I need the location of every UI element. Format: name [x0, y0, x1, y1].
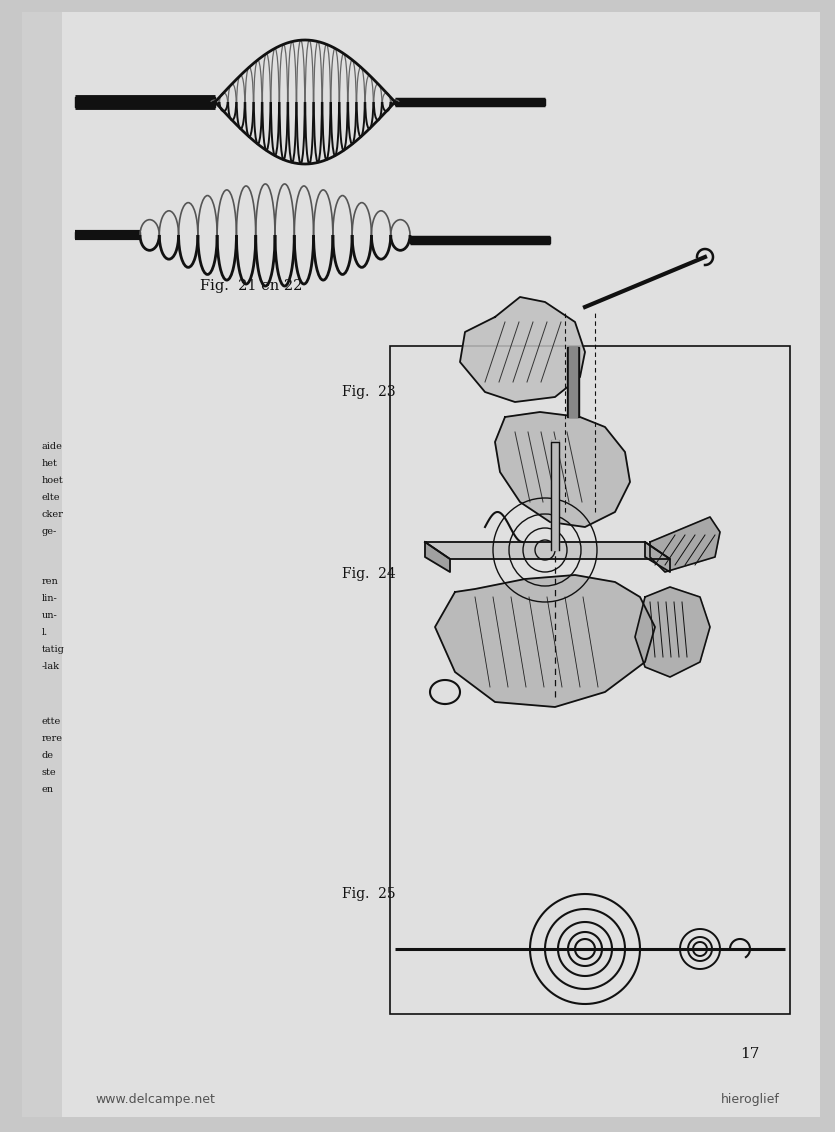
- Polygon shape: [435, 575, 655, 708]
- Text: lin-: lin-: [42, 594, 58, 603]
- Text: de: de: [42, 751, 54, 760]
- Text: Fig.  21 en 22: Fig. 21 en 22: [200, 278, 302, 293]
- Polygon shape: [645, 542, 670, 572]
- Polygon shape: [425, 542, 670, 559]
- Text: -lak: -lak: [42, 662, 60, 671]
- Text: elte: elte: [42, 494, 60, 501]
- Text: ge-: ge-: [42, 528, 58, 535]
- Text: hieroglief: hieroglief: [721, 1092, 780, 1106]
- Text: Fig.  24: Fig. 24: [342, 567, 396, 581]
- Bar: [551, 440, 559, 550]
- Text: en: en: [42, 784, 54, 794]
- Text: cker: cker: [42, 511, 63, 518]
- Text: Fig.  23: Fig. 23: [342, 385, 396, 398]
- Text: Fig.  25: Fig. 25: [342, 887, 396, 901]
- Text: rere: rere: [42, 734, 63, 743]
- Text: aide: aide: [42, 441, 63, 451]
- Text: www.delcampe.net: www.delcampe.net: [95, 1092, 215, 1106]
- Bar: [567, 348, 579, 417]
- Bar: [569, 348, 577, 417]
- Bar: [390, 346, 790, 1014]
- Bar: [22, 12, 62, 1117]
- Text: het: het: [42, 458, 58, 468]
- Bar: [552, 440, 558, 550]
- Polygon shape: [635, 588, 710, 677]
- Text: ste: ste: [42, 767, 57, 777]
- Text: 17: 17: [741, 1047, 760, 1061]
- Polygon shape: [425, 542, 450, 572]
- Polygon shape: [650, 517, 720, 572]
- Text: l.: l.: [42, 628, 48, 637]
- Polygon shape: [460, 297, 585, 402]
- Text: hoet: hoet: [42, 475, 63, 484]
- Polygon shape: [495, 412, 630, 528]
- Text: ren: ren: [42, 577, 58, 586]
- Text: tatig: tatig: [42, 645, 65, 654]
- Text: un-: un-: [42, 611, 58, 620]
- Text: ette: ette: [42, 717, 61, 726]
